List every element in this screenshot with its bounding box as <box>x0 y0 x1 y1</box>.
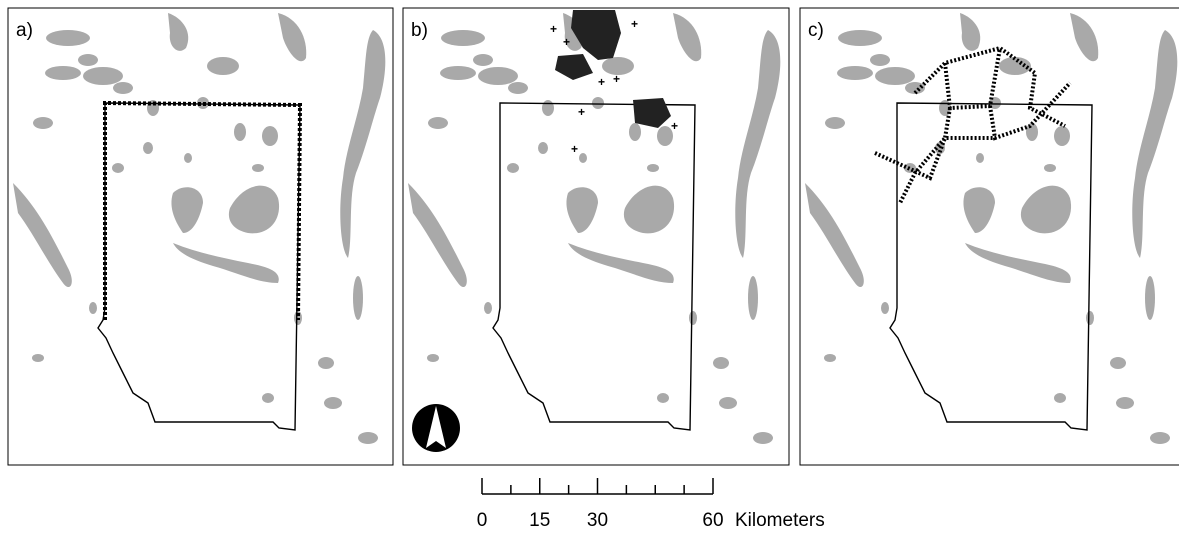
svg-text:+: + <box>613 72 620 86</box>
panel-label: c) <box>808 20 824 41</box>
scale-unit: Kilometers <box>735 510 825 531</box>
panel-c: c) <box>799 7 1179 466</box>
scale-bar: 0 15 30 60 Kilometers <box>477 478 825 531</box>
panel-label: b) <box>411 20 428 41</box>
panel-label: a) <box>16 20 33 41</box>
scale-tick-label: 15 <box>529 510 550 531</box>
svg-text:+: + <box>550 22 557 36</box>
svg-text:+: + <box>578 105 585 119</box>
scale-tick-label: 60 <box>702 510 723 531</box>
panel-a: a) <box>7 7 394 466</box>
svg-text:+: + <box>563 35 570 49</box>
svg-text:+: + <box>631 17 638 31</box>
panel-b: + + + + + + + + b) <box>402 7 790 466</box>
svg-text:+: + <box>671 119 678 133</box>
scale-tick-label: 30 <box>587 510 608 531</box>
svg-text:+: + <box>571 142 578 156</box>
scale-tick-label: 0 <box>477 510 488 531</box>
svg-text:+: + <box>598 75 605 89</box>
